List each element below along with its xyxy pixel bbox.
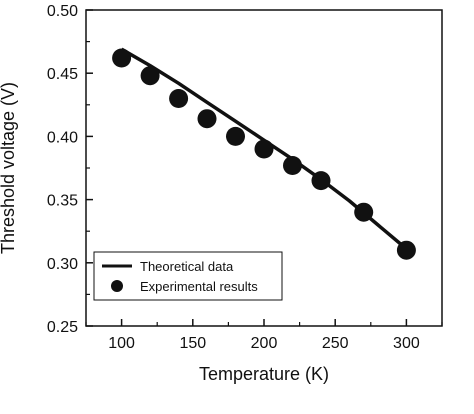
x-axis-title: Temperature (K) [199,364,329,384]
y-axis-title: Threshold voltage (V) [0,82,18,254]
legend-label-experimental: Experimental results [140,279,258,294]
x-tick-label: 250 [322,335,349,352]
data-point-experimental [283,156,302,175]
y-tick-label: 0.50 [47,3,78,20]
x-tick-label: 200 [251,335,278,352]
legend-marker-swatch [111,280,123,292]
y-tick-label: 0.40 [47,129,78,146]
series-layer [112,47,416,260]
x-axis-ticks: 100 150 200 250 300 [85,319,443,352]
data-point-experimental [169,89,189,108]
x-tick-label: 150 [179,335,206,352]
y-tick-label: 0.25 [47,319,78,336]
data-point-experimental [197,109,217,129]
y-tick-label: 0.45 [47,66,78,83]
caption-strip [0,404,474,414]
y-axis-ticks: 0.25 0.30 0.35 0.40 0.45 0.50 [47,3,93,336]
y-tick-label: 0.30 [47,256,78,273]
legend-box [93,251,283,301]
data-point-experimental [112,48,132,68]
x-tick-label: 300 [393,335,420,352]
y-tick-label: 0.35 [47,193,78,210]
data-point-experimental [254,139,274,159]
legend: Theoretical data Experimental results [93,251,283,301]
data-point-experimental [226,126,245,146]
data-point-experimental [396,240,416,260]
data-point-experimental [311,171,331,191]
legend-label-theoretical: Theoretical data [140,259,234,274]
data-point-experimental [354,202,374,222]
x-tick-label: 100 [108,335,135,352]
data-point-experimental [140,66,160,86]
